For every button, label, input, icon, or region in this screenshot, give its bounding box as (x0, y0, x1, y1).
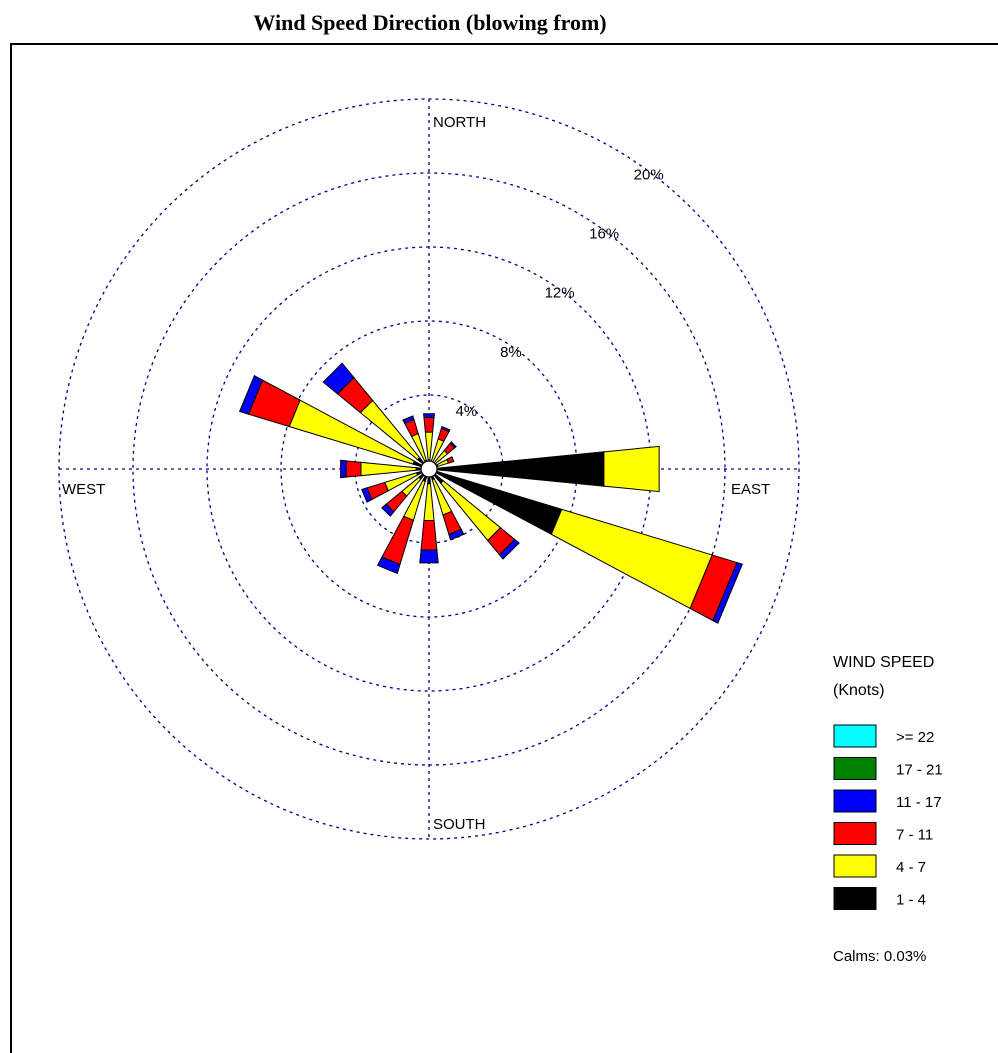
legend-swatch-3 (833, 789, 877, 813)
legend-subtitle: (Knots) (833, 682, 885, 699)
petal-270-1-4 (415, 467, 422, 471)
calm-circle (420, 460, 438, 478)
legend-label-2: 17 - 21 (896, 762, 943, 779)
legend-swatch-5 (833, 854, 877, 878)
petal-180-4-7 (423, 483, 435, 522)
petal-45-11-17 (449, 441, 457, 449)
legend-label-5: 4 - 7 (896, 859, 926, 876)
petal-270-4-7 (360, 461, 417, 477)
petal-180-7-11 (420, 520, 438, 551)
chart-frame (10, 43, 998, 1053)
calms-label: Calms: 0.03% (833, 948, 926, 965)
petal-202.5-11-17 (376, 556, 401, 575)
petal-202.5-7-11 (381, 515, 415, 566)
petal-247.5-11-17 (361, 487, 373, 503)
petal-112.5-4-7 (550, 508, 713, 610)
petal-0-4-7 (424, 431, 434, 461)
petal-0-7-11 (423, 416, 435, 433)
legend-title: WIND SPEED (833, 654, 934, 671)
ring-label-8: 8% (500, 344, 522, 361)
ring-label-20: 20% (634, 167, 664, 184)
north-label: NORTH (433, 114, 486, 131)
west-label: WEST (62, 481, 105, 498)
petal-270-11-17 (340, 459, 347, 479)
ring-labels: 4% 8% 12% 16% 20% (456, 167, 664, 420)
petal-0-11-17 (423, 413, 435, 418)
petal-112.5-11-17 (712, 561, 743, 624)
petal-180-11-17 (419, 549, 439, 564)
south-label: SOUTH (433, 816, 486, 833)
ring-label-16: 16% (589, 226, 619, 243)
petal-22.5-11-17 (440, 425, 451, 433)
ring-label-12: 12% (545, 285, 575, 302)
legend-swatch-1 (833, 724, 877, 748)
legend-label-6: 1 - 4 (896, 892, 926, 909)
petal-180-1-4 (427, 476, 431, 485)
legend-label-1: >= 22 (896, 729, 934, 746)
chart-title: Wind Speed Direction (blowing from) (253, 10, 607, 35)
legend-swatch-4 (833, 822, 877, 845)
petal-292.5-11-17 (238, 375, 264, 415)
legend-label-3: 11 - 17 (896, 794, 942, 811)
legend-swatch-6 (833, 887, 877, 910)
legend: WIND SPEED (Knots) >= 22 17 - 21 11 - 17 7 … (833, 654, 943, 965)
petal-270-7-11 (345, 460, 362, 478)
petals-layer (238, 362, 743, 624)
petal-135-11-17 (498, 538, 520, 560)
grid-ring-20 (58, 98, 800, 840)
ring-label-4: 4% (456, 403, 478, 420)
petal-90-4-7 (603, 445, 660, 493)
petal-157.5-11-17 (448, 528, 465, 541)
petal-67.5-7-11 (446, 456, 455, 464)
legend-swatch-2 (833, 757, 877, 780)
petal-225-11-17 (381, 503, 395, 517)
legend-label-4: 7 - 11 (896, 827, 933, 844)
east-label: EAST (731, 481, 770, 498)
petal-315-11-17 (322, 362, 355, 395)
petal-337.5-11-17 (402, 415, 415, 424)
